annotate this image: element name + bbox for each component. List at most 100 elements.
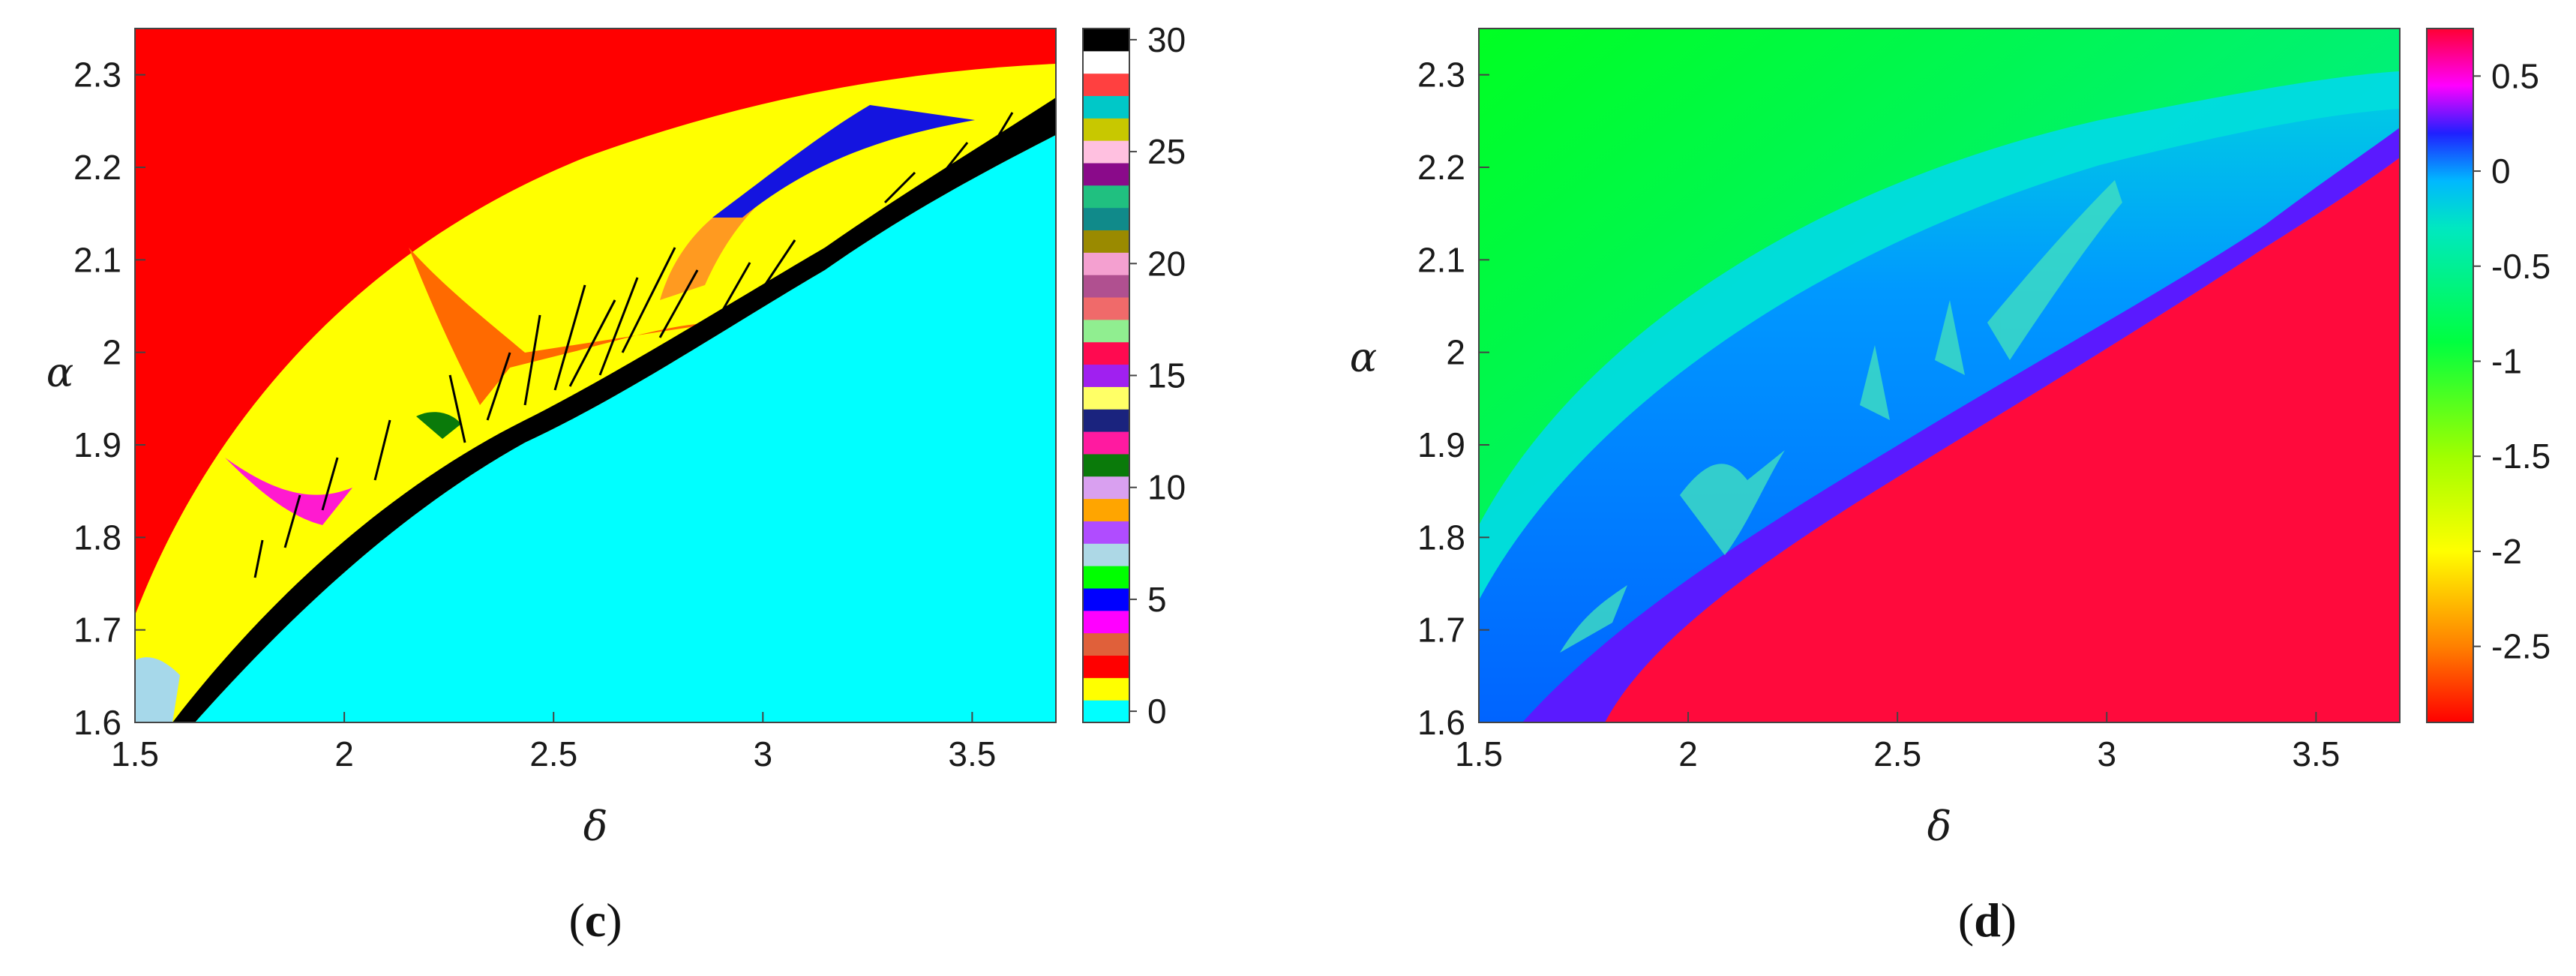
ytick-label-c: 2.1 [73,240,121,279]
xtick-label-c: 3.5 [948,734,996,773]
colorbar-c-swatch [1083,140,1129,164]
colorbar-c-swatch [1083,700,1129,723]
colorbar-c-swatch [1083,476,1129,500]
xtick-label-c: 1.5 [111,734,159,773]
region-c-magenta-wedge [225,458,352,525]
colorbar-c-label: 10 [1147,468,1186,507]
region-d-boundary-layer [1522,128,2400,722]
colorbar-c-swatch [1083,275,1129,298]
colorbar-c-label: 25 [1147,132,1186,171]
colorbar-c-swatch [1083,498,1129,521]
colorbar-c-swatch [1083,431,1129,455]
ylabel-d: α [1350,334,1377,381]
colorbar-d-label: -1 [2491,341,2522,380]
colorbar-c-label: 5 [1147,580,1167,619]
xtick-label-c: 3 [753,734,772,773]
colorbar-c-swatch [1083,185,1129,209]
region-c-green-patch [416,412,461,439]
ytick-label-d: 2 [1446,333,1465,372]
ytick-label-c: 2.3 [73,56,121,95]
colorbar-d-label: -1.5 [2491,437,2551,476]
ytick-label-d: 2.3 [1417,56,1465,95]
colorbar-c-swatch [1083,543,1129,566]
spikes-c [253,112,1014,578]
ticks-c: 1.5 2 2.5 3 3.5 1.6 1.7 1.8 1.9 2 2.1 2.2 2.3 [73,56,996,773]
region-c-orange-wedge [409,248,720,405]
colorbar-c-swatch [1083,207,1129,231]
region-d-lower [1605,158,2400,722]
colorbar-c-swatch [1083,453,1129,477]
colorbar-c-swatch [1083,230,1129,253]
xlabel-d: δ [1927,803,1952,850]
ytick-label-d: 1.9 [1417,425,1465,464]
colorbar-c-swatch [1083,409,1129,432]
ytick-label-d: 1.6 [1417,703,1465,742]
colorbar-c-swatch [1083,610,1129,634]
colorbar-c-label: 15 [1147,356,1186,395]
xtick-label-c: 2 [334,734,354,773]
colorbar-c-swatch [1083,163,1129,186]
region-c-orange-wedge-2 [660,150,847,300]
colorbar-d-label: -0.5 [2491,247,2551,286]
colorbar-d: 0.5 0 -0.5 -1 -1.5 -2 -2.5 [2426,28,2551,723]
region-c-blue-wedge [712,105,975,218]
colorbar-c-swatch [1083,521,1129,544]
panel-d: 1.5 2 2.5 3 3.5 1.6 1.7 1.8 1.9 2 2.1 2.2 2.3 δ α 0.… [1350,28,2551,947]
colorbar-c-swatch [1083,566,1129,589]
colorbar-c-swatch [1083,364,1129,387]
xtick-label-c: 2.5 [529,734,577,773]
colorbar-c: 0 5 10 15 20 25 30 [1082,20,1186,731]
xtick-label-d: 3 [2097,734,2116,773]
ytick-label-c: 2 [102,333,121,372]
panel-label-d: (d) [1958,893,2017,947]
colorbar-c-label: 0 [1147,692,1167,731]
colorbar-c-swatch [1083,655,1129,678]
colorbar-c-swatch [1083,118,1129,141]
colorbar-c-swatch [1083,587,1129,611]
colorbar-c-swatch [1083,319,1129,343]
ytick-label-c: 1.9 [73,425,121,464]
colorbar-c-label: 20 [1147,244,1186,283]
colorbar-c-swatch [1083,386,1129,410]
ytick-label-d: 1.7 [1417,611,1465,650]
ytick-label-c: 1.7 [73,611,121,650]
ticks-d: 1.5 2 2.5 3 3.5 1.6 1.7 1.8 1.9 2 2.1 2.2 2.3 [1417,56,2340,773]
colorbar-c-swatch [1083,50,1129,74]
colorbar-c-swatch [1083,341,1129,365]
xtick-label-d: 2 [1678,734,1698,773]
xtick-label-d: 3.5 [2292,734,2340,773]
ytick-label-c: 2.2 [73,148,121,187]
xtick-label-d: 2.5 [1873,734,1921,773]
axes-frame-c [134,28,1057,723]
ylabel-c: α [46,349,73,396]
colorbar-c-swatch [1083,677,1129,701]
heatmap-c [135,29,1056,722]
xtick-label-d: 1.5 [1455,734,1503,773]
xlabel-c: δ [583,803,608,850]
panel-c: 1.5 2 2.5 3 3.5 1.6 1.7 1.8 1.9 2 2.1 2.2 2.3 δ α 0 5… [46,20,1186,947]
spikes-d [1560,180,2122,653]
ytick-label-d: 2.1 [1417,240,1465,279]
ytick-label-c: 1.8 [73,518,121,557]
colorbar-c-swatch [1083,29,1129,52]
colorbar-d-label: 0 [2491,152,2511,191]
colorbar-c-swatch [1083,252,1129,275]
colorbar-c-swatch [1083,297,1129,320]
panel-label-c: (c) [568,893,622,947]
colorbar-d-label: -2 [2491,532,2522,571]
heatmap-d [1479,29,2400,722]
colorbar-c-label: 30 [1147,20,1186,59]
ytick-label-d: 1.8 [1417,518,1465,557]
colorbar-c-swatch [1083,95,1129,119]
colorbar-d-label: -2.5 [2491,627,2551,666]
region-c-lower [195,135,1056,722]
ytick-label-d: 2.2 [1417,148,1465,187]
region-c-lightblue-corner [135,657,180,722]
region-c-boundary-layer [172,98,1056,722]
colorbar-c-swatch [1083,632,1129,656]
colorbar-c-swatch [1083,73,1129,97]
ytick-label-c: 1.6 [73,703,121,742]
colorbar-d-label: 0.5 [2491,56,2539,95]
axes-frame-d [1478,28,2401,723]
